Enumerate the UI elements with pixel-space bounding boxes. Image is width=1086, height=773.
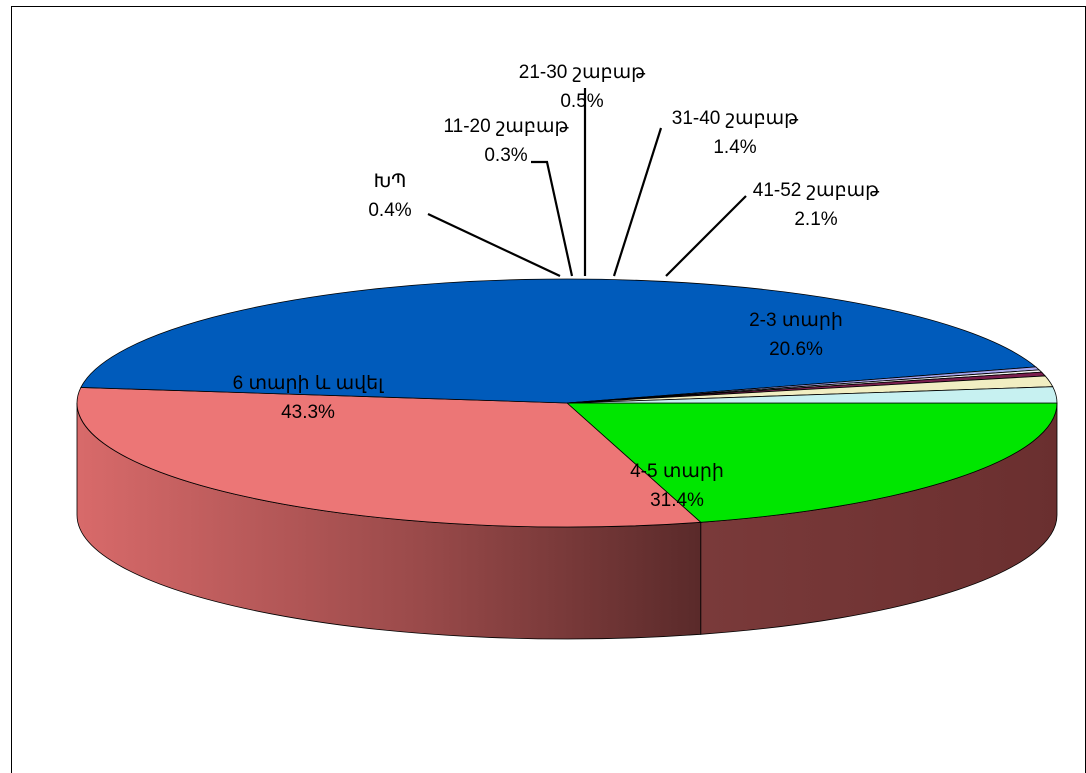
slice-value-label-4: 0.3% bbox=[484, 145, 527, 166]
slice-value-label-5: 0.5% bbox=[560, 91, 603, 112]
pie-slice-2 bbox=[80, 278, 1037, 404]
slice-label-0: 2-3 տարի bbox=[749, 310, 843, 331]
slice-label-3: ԽՊ bbox=[374, 171, 407, 192]
slice-label-4: 11-20 շաբաթ bbox=[443, 116, 569, 137]
slice-label-5: 21-30 շաբաթ bbox=[519, 62, 646, 83]
slice-label-1: 4-5 տարի bbox=[630, 461, 724, 482]
slice-value-label-3: 0.4% bbox=[368, 200, 411, 221]
slice-value-label-1: 31.4% bbox=[650, 490, 704, 511]
pie-slice-1 bbox=[76, 387, 702, 528]
leader-line-6 bbox=[612, 127, 663, 277]
slice-value-label-0: 20.6% bbox=[769, 339, 823, 360]
slice-value-label-7: 2.1% bbox=[794, 209, 837, 230]
slice-labels: 2-3 տարի 20.6% 4-5 տարի 31.4% 6 տարի և ավել 4… bbox=[233, 62, 881, 511]
slice-label-6: 31-40 շաբաթ bbox=[672, 108, 799, 129]
leader-line-7 bbox=[665, 195, 747, 277]
slice-label-7: 41-52 շաբաթ bbox=[753, 180, 880, 201]
leader-line-3 bbox=[427, 213, 561, 277]
pie-tops bbox=[76, 278, 1058, 528]
slice-value-label-2: 43.3% bbox=[281, 402, 335, 423]
pie-slice-7 bbox=[566, 386, 1058, 404]
leader-lines bbox=[427, 88, 747, 277]
slice-label-2: 6 տարի և ավել bbox=[233, 373, 385, 394]
pie-slice-0 bbox=[565, 402, 1058, 523]
leader-line-4 bbox=[531, 160, 574, 277]
slice-value-label-6: 1.4% bbox=[713, 137, 756, 158]
